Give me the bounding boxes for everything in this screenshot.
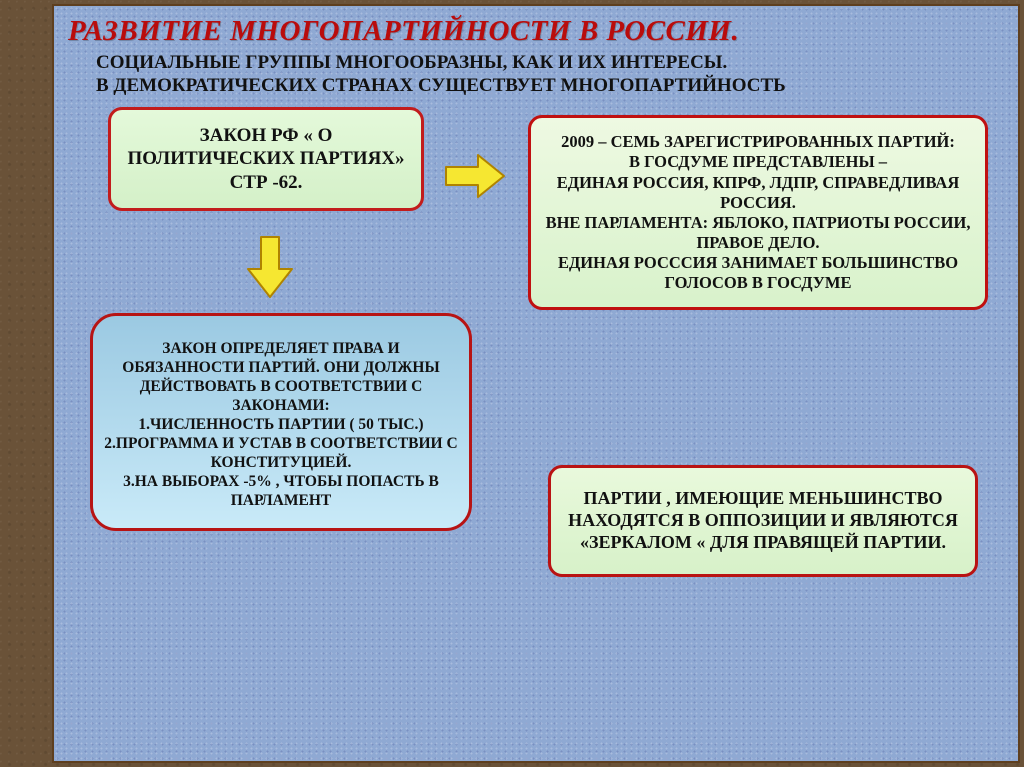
box-2009-parties: 2009 – СЕМЬ ЗАРЕГИСТРИРОВАННЫХ ПАРТИЙ:В … (528, 115, 988, 310)
outer-texture-frame: РАЗВИТИЕ МНОГОПАРТИЙНОСТИ В РОССИИ. СОЦИ… (0, 0, 1024, 767)
arrow-right-icon (444, 153, 506, 199)
content-area: ЗАКОН РФ « О ПОЛИТИЧЕСКИХ ПАРТИЯХ» СТР -… (68, 107, 1004, 747)
slide-title: РАЗВИТИЕ МНОГОПАРТИЙНОСТИ В РОССИИ. (68, 16, 1004, 46)
slide-subtitle: СОЦИАЛЬНЫЕ ГРУППЫ МНОГООБРАЗНЫ, КАК И ИХ… (96, 52, 1004, 97)
box-law-reference: ЗАКОН РФ « О ПОЛИТИЧЕСКИХ ПАРТИЯХ» СТР -… (108, 107, 424, 211)
arrow-down-icon (246, 235, 294, 299)
box-opposition: ПАРТИИ , ИМЕЮЩИЕ МЕНЬШИНСТВО НАХОДЯТСЯ В… (548, 465, 978, 577)
box-law-rules: ЗАКОН ОПРЕДЕЛЯЕТ ПРАВА И ОБЯЗАННОСТИ ПАР… (90, 313, 472, 531)
slide-area: РАЗВИТИЕ МНОГОПАРТИЙНОСТИ В РОССИИ. СОЦИ… (52, 4, 1020, 763)
